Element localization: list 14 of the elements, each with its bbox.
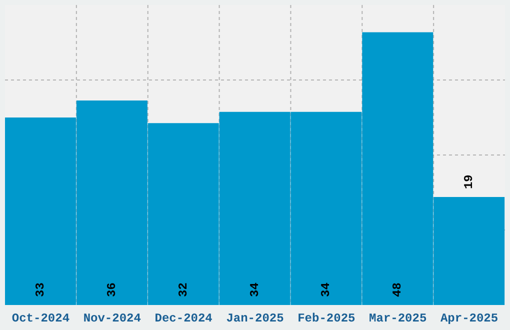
data-label: 34 — [248, 282, 262, 297]
data-label: 32 — [176, 282, 190, 297]
x-tick-label: Jan-2025 — [226, 312, 284, 326]
x-tick-label: Oct-2024 — [12, 312, 70, 326]
data-label: 48 — [390, 282, 405, 297]
data-label: 19 — [462, 174, 476, 190]
data-label: 36 — [104, 282, 119, 297]
x-tick-label: Nov-2024 — [83, 312, 141, 326]
x-tick-label: Feb-2025 — [298, 312, 356, 326]
data-label: 33 — [34, 282, 48, 297]
x-tick-label: Mar-2025 — [369, 312, 427, 326]
x-tick-label: Dec-2024 — [154, 312, 212, 326]
x-tick-label: Apr-2025 — [440, 312, 498, 326]
data-label: 34 — [319, 282, 334, 297]
